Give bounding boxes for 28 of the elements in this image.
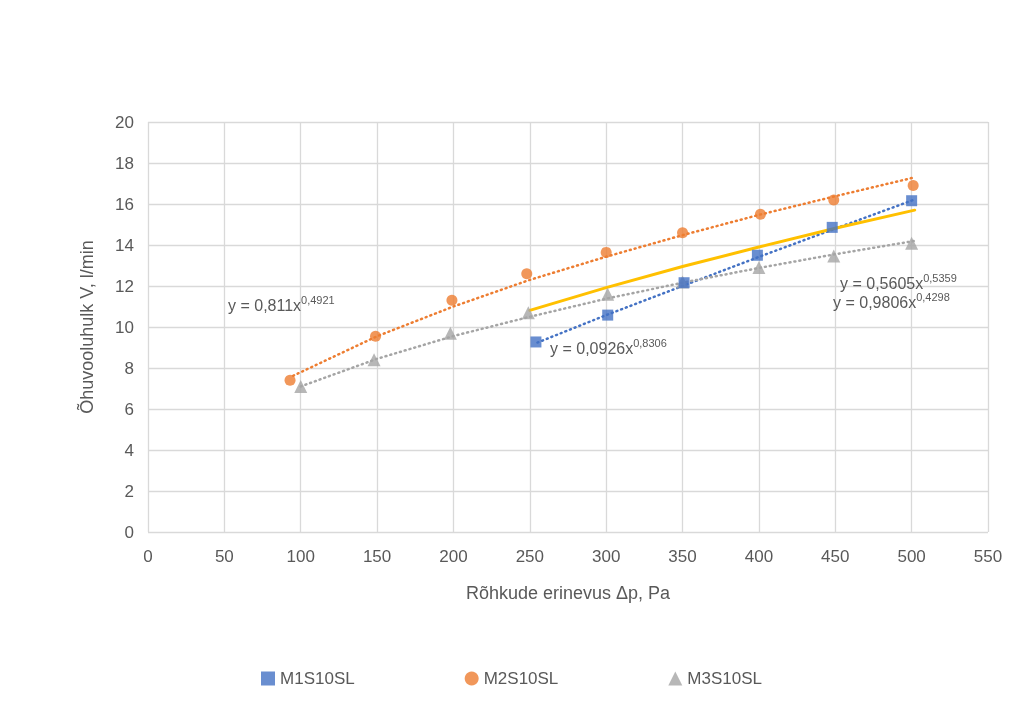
legend-label: M3S10SL — [687, 669, 762, 688]
y-tick-label: 18 — [115, 153, 134, 173]
x-tick-label: 400 — [744, 547, 774, 566]
x-tick-label: 300 — [591, 547, 621, 566]
x-tick-label: 250 — [515, 547, 545, 566]
x-tick-label: 100 — [286, 547, 315, 566]
y-tick-label: 6 — [124, 399, 134, 419]
x-tick-label: 500 — [897, 547, 926, 566]
x-tick-label: 0 — [143, 547, 153, 566]
x-tick-label: 450 — [821, 547, 850, 566]
x-tick-label: 150 — [362, 547, 392, 566]
y-tick-label: 20 — [115, 112, 134, 132]
y-tick-label: 2 — [124, 481, 134, 501]
y-tick-label: 8 — [124, 358, 134, 378]
y-tick-label: 10 — [115, 317, 134, 337]
legend-label: M1S10SL — [280, 669, 355, 688]
x-tick-label: 50 — [214, 547, 234, 566]
y-tick-label: 0 — [124, 522, 134, 542]
x-tick-label: 550 — [973, 547, 1003, 566]
y-tick-label: 12 — [115, 276, 134, 296]
y-axis-title: Õhuvooluhulk V, l/min — [76, 240, 97, 414]
y-tick-label: 14 — [115, 235, 134, 255]
y-tick-label: 16 — [115, 194, 134, 214]
x-axis-title: Rõhkude erinevus Δp, Pa — [465, 583, 672, 603]
y-tick-label: 4 — [124, 440, 134, 460]
x-tick-label: 200 — [439, 547, 468, 566]
x-tick-label: 350 — [668, 547, 697, 566]
legend-label: M2S10SL — [483, 669, 559, 688]
